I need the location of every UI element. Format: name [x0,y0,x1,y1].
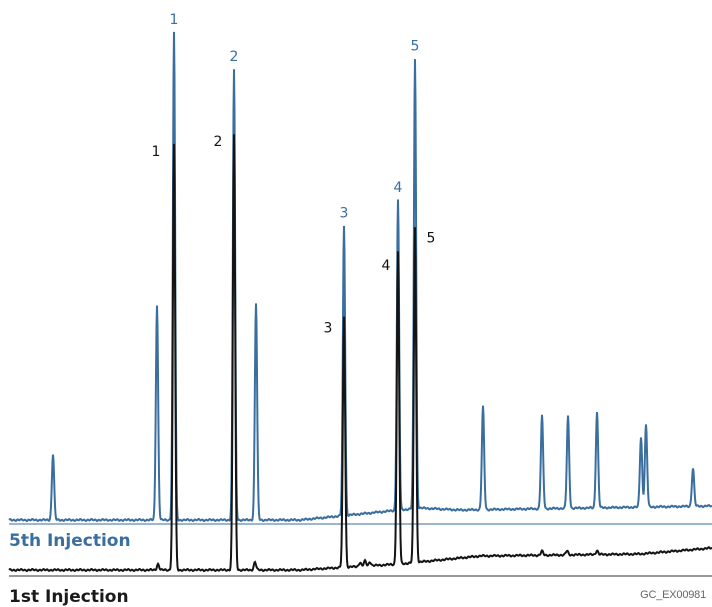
peak-label-first-2: 2 [214,134,223,150]
peak-label-first-4: 4 [382,258,391,274]
trace-layer [8,31,712,573]
peak-label-fifth-1: 1 [170,12,179,28]
peak-label-first-3: 3 [324,320,333,336]
trace-first-injection [8,134,712,573]
trace-label-fifth-injection: 5th Injection [9,531,131,551]
peak-label-fifth-2: 2 [230,49,239,65]
peak-label-first-5: 5 [427,231,436,247]
trace-label-first-injection: 1st Injection [9,587,129,607]
peak-label-fifth-3: 3 [340,206,349,222]
peak-label-fifth-4: 4 [394,180,403,196]
peak-label-layer: 1 2 3 4 5 1 2 3 4 5 [152,12,436,336]
peak-label-first-1: 1 [152,144,161,160]
peak-label-fifth-5: 5 [411,39,420,55]
trace-fifth-injection [8,31,712,523]
figure-code: GC_EX00981 [640,589,706,601]
